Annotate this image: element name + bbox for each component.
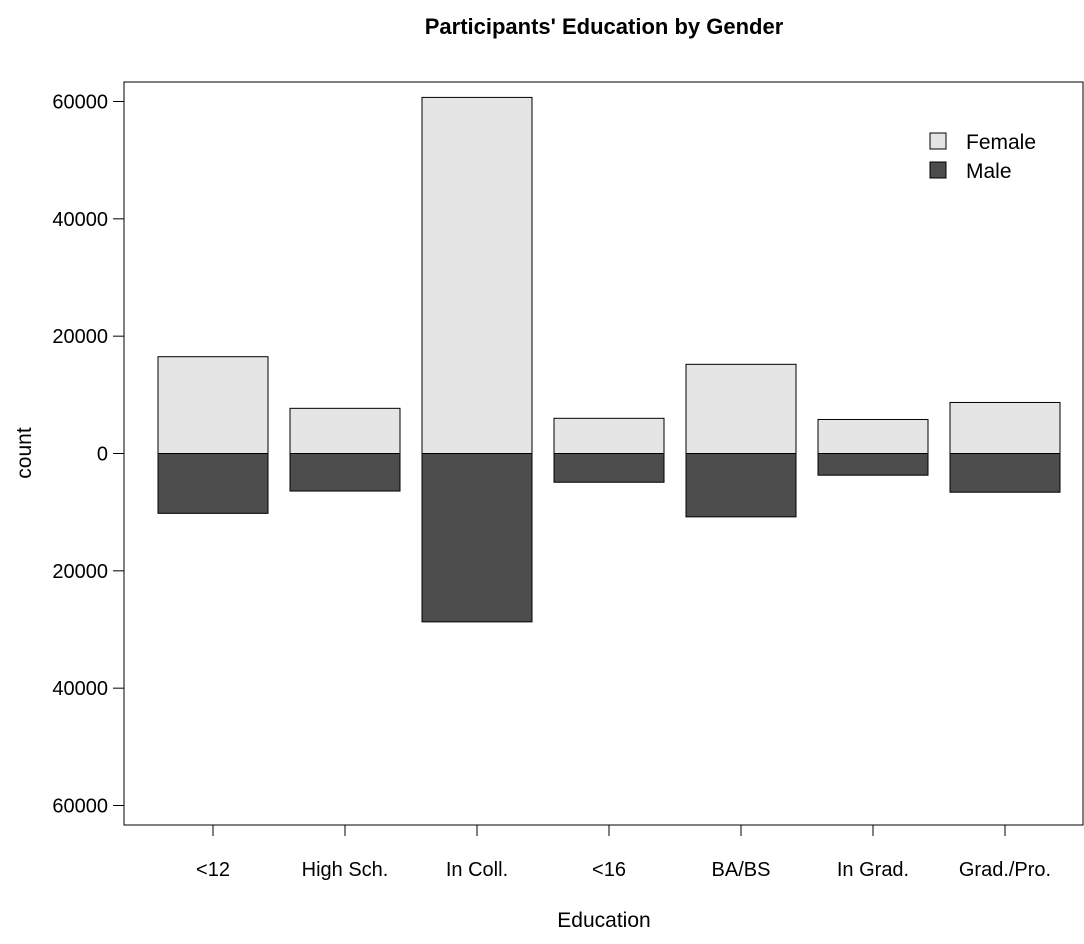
- bar-male-3: [553, 453, 665, 483]
- legend-swatch-female: [929, 132, 947, 150]
- legend-swatch-male: [929, 161, 947, 179]
- bar-male-6: [949, 453, 1061, 493]
- y-axis-label: count: [13, 427, 36, 479]
- x-tick-label: <16: [592, 859, 626, 881]
- y-tick-label: 60000: [52, 92, 108, 114]
- y-axis: 60000 40000 20000 0 20000 40000 60000: [52, 92, 125, 818]
- y-tick-label: 60000: [52, 796, 108, 818]
- x-tick-label: <12: [196, 859, 230, 881]
- legend-label-female: Female: [966, 131, 1036, 154]
- x-axis: <12 High Sch. In Coll. <16 BA/BS In Grad. Grad…: [196, 824, 1051, 881]
- y-tick-label: 40000: [52, 678, 108, 700]
- bar-female-0: [157, 356, 269, 455]
- x-tick-label: Grad./Pro.: [959, 859, 1051, 881]
- y-tick-label: 20000: [52, 561, 108, 583]
- bar-female-3: [553, 417, 665, 454]
- bar-female-4: [685, 363, 797, 454]
- legend-label-male: Male: [966, 160, 1012, 183]
- x-tick-label: In Coll.: [446, 859, 508, 881]
- x-tick-label: High Sch.: [302, 859, 389, 881]
- bar-male-0: [157, 453, 269, 514]
- x-tick-label: In Grad.: [837, 859, 909, 881]
- bar-male-5: [817, 453, 929, 476]
- bar-female-1: [289, 407, 401, 454]
- bars: [157, 96, 1061, 623]
- chart-title: Participants' Education by Gender: [425, 14, 784, 39]
- bar-female-6: [949, 401, 1061, 454]
- y-tick-label: 40000: [52, 209, 108, 231]
- bar-male-1: [289, 453, 401, 492]
- legend: Female Male: [929, 131, 1036, 183]
- bar-male-4: [685, 453, 797, 518]
- x-axis-label: Education: [557, 909, 650, 932]
- bar-female-5: [817, 418, 929, 454]
- y-tick-label: 0: [97, 444, 108, 466]
- bar-female-2: [421, 96, 533, 454]
- x-tick-label: BA/BS: [712, 859, 771, 881]
- y-tick-label: 20000: [52, 326, 108, 348]
- bar-male-2: [421, 453, 533, 623]
